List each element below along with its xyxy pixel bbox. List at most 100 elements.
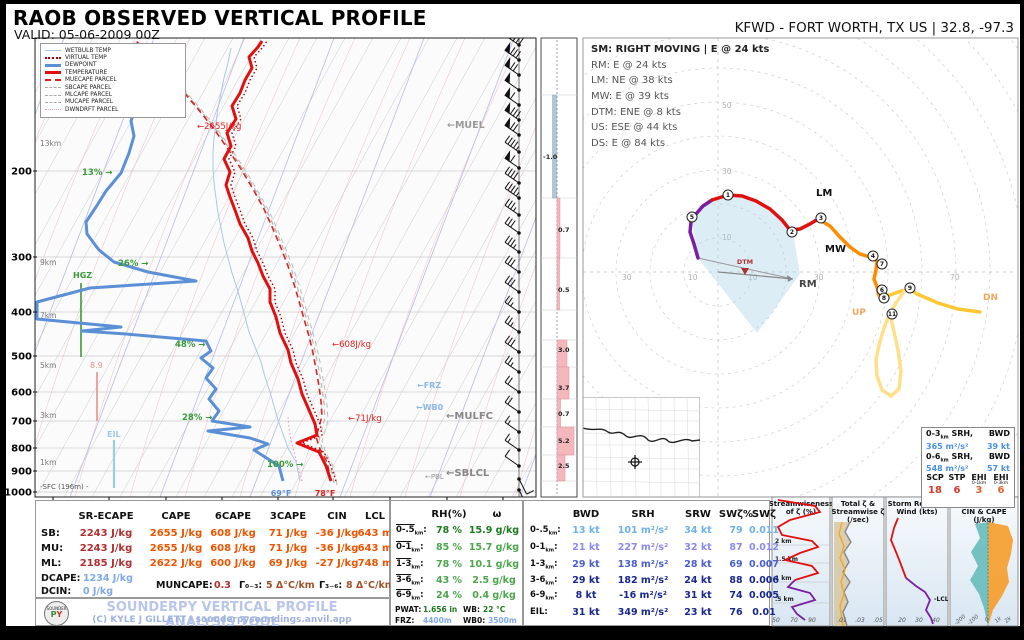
legend-label: SBCAPE PARCEL (65, 84, 112, 91)
inset-panel-title: CIN & CAPE (961, 508, 1006, 516)
mixing-ratio-value: 2.5 g/kg (472, 575, 516, 586)
storm-motion-line: LM: NE @ 38 kts (591, 75, 673, 87)
dtm-label: DTM (737, 258, 753, 266)
shear-value: 32 kt (684, 542, 712, 553)
thermo-value: 600 J/kg (210, 558, 256, 569)
pressure-tick: 1000 (4, 488, 32, 499)
thermo-value: 643 m (357, 543, 393, 554)
shear-value: 227 m²/s² (617, 542, 669, 553)
srw-panel: -LCL 20 30 40 (890, 517, 949, 625)
thermo-value: 71 J/kg (268, 528, 308, 539)
advection-value: 5.2 (558, 437, 570, 445)
hodo-1-3km (710, 193, 820, 232)
level-annotation: ←SBLCL (446, 468, 490, 479)
mixing-ratio-value: 10.1 g/kg (468, 559, 520, 570)
legend-item: VIRTUAL TEMP (45, 54, 181, 61)
level-annotation: ←MULFC (446, 411, 493, 422)
rh-annotation: 26% → (118, 259, 148, 269)
map-red-river (583, 427, 700, 444)
legend-swatch (45, 79, 61, 82)
shear-value: 0.012 (748, 542, 780, 553)
lapse-0-3-value: 5 Δ°C/km (266, 580, 315, 591)
thermo-value: 608 J/kg (210, 543, 256, 554)
moisture-row-label: 0-.5km: (396, 525, 427, 537)
ring-label: 10 (722, 233, 732, 242)
ring-label: 50 (722, 101, 732, 110)
thermo-value: 2622 J/kg (149, 558, 203, 569)
hodo-km-marker-label: 8 (882, 295, 886, 302)
legend-item: MUECAPE PARCEL (45, 77, 181, 84)
shear-value: 74 (729, 590, 743, 601)
srh-box-row: 548 m²/s² 57 kt (926, 464, 1010, 474)
dcape-line-label: 8.9 (90, 361, 103, 370)
advection-value: 3.7 (558, 384, 570, 392)
moisture-stats-table: RH(%) ω 0-.5km: 78 % 15.9 g/kg 0-1km: 85 % 15.7… (390, 500, 523, 626)
pressure-tick: 200 (11, 167, 32, 178)
storm-motion-line: DS: E @ 84 kts (591, 138, 666, 150)
moisture-row-label: 0-1km: (396, 542, 424, 554)
thermo-value: 2655 J/kg (149, 528, 203, 539)
storm-motion-line: MW: E @ 39 kts (591, 91, 669, 103)
wb0-label: WB0: (463, 616, 486, 625)
x-tick: .01 (837, 617, 847, 624)
shear-col-header: SRH (631, 509, 655, 520)
srw-line-upper (890, 517, 907, 579)
shear-value: 28 kt (684, 559, 712, 570)
shear-value: 0.01 (752, 607, 776, 618)
moisture-row-label: 3-6km: (396, 575, 424, 587)
ring-label: 10 (748, 273, 758, 282)
legend-item: TEMPERATURE (45, 69, 181, 76)
thermo-value: 2243 J/kg (79, 543, 133, 554)
legend-label: DEWPOINT (65, 62, 97, 69)
pressure-tick: 700 (11, 417, 32, 428)
ring-label: 30 (722, 167, 732, 176)
warm-advection-bar (556, 257, 560, 311)
sfc-label: -SFC (196m) - (40, 483, 89, 491)
warm-advection-bar (556, 454, 566, 482)
hodo-km-marker: 4 (867, 250, 879, 262)
moisture-row-label: 1-3km: (396, 559, 424, 571)
rh-annotation: 28% → (182, 413, 212, 423)
inset-panel-title: Streamwise ζ (832, 508, 885, 516)
advection-value: 3.0 (558, 346, 570, 354)
hodo-km-marker-label: 7 (880, 261, 884, 268)
dewpoint-line (35, 44, 285, 482)
x-tick: 90 (808, 617, 816, 624)
lcl-label: -LCL (934, 596, 949, 603)
mixing-ratio-value: 0.4 g/kg (472, 590, 516, 601)
wind-barbs (504, 38, 534, 497)
shear-value: 0.011 (748, 525, 780, 536)
level-annotation: ←WB0 (416, 403, 444, 412)
thermo-value: -36 J/kg (315, 528, 359, 539)
page-title: RAOB OBSERVED VERTICAL PROFILE (13, 6, 427, 30)
moisture-row-label: 6-9km: (396, 590, 424, 602)
legend-label: VIRTUAL TEMP (65, 55, 107, 62)
level-annotation: ←PBL (425, 473, 444, 481)
logo-text-py: PY (50, 610, 63, 619)
shear-value: 87 (729, 542, 743, 553)
shear-value: 349 m²/s² (617, 607, 669, 618)
pressure-tick: 300 (11, 253, 32, 264)
km-label: 13km (40, 139, 61, 148)
cape-annotation: ←2655J/kg (197, 122, 241, 132)
dwndrft-parcel-line (287, 415, 303, 482)
shear-row-label: 3-6km: (530, 575, 558, 587)
legend-swatch (45, 101, 61, 103)
inset-panel-title: (/sec) (847, 516, 869, 524)
dcape-label: DCAPE: (41, 573, 81, 584)
srh-box-row: 365 m²/s² 39 kt (926, 441, 1010, 451)
thermo-col-header: 6CAPE (214, 511, 252, 522)
sounderpy-logo: SOUNDER PY (44, 601, 69, 626)
hodo-km-marker: 5 (686, 211, 698, 223)
hodo-km-marker: 1 (722, 189, 734, 201)
legend-item: DWNDRFT PARCEL (45, 106, 181, 113)
skewt-legend: WETBULB TEMP VIRTUAL TEMP DEWPOINT TEMPERAT… (40, 43, 186, 118)
rh-value: 85 % (435, 542, 463, 553)
shear-value: 88 (729, 575, 743, 586)
shear-row-label: 1-3km: (530, 559, 558, 571)
temp-advection-strip: -1.0 0.7 0.5 3.0 3.7 0.7 5.2 2.5 (540, 37, 578, 498)
thermo-value: 608 J/kg (210, 528, 256, 539)
legend-item: MLCAPE PARCEL (45, 91, 181, 98)
shear-value: 101 m²/s² (617, 525, 669, 536)
dtm-marker (741, 268, 749, 275)
